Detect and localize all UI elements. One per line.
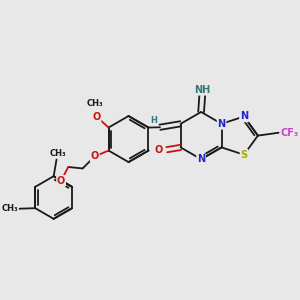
Text: NH: NH	[194, 85, 211, 95]
Text: S: S	[240, 150, 247, 160]
Text: N: N	[197, 154, 205, 164]
Text: CH₃: CH₃	[2, 204, 18, 213]
Text: O: O	[91, 151, 99, 161]
Text: O: O	[57, 176, 65, 186]
Text: CH₃: CH₃	[50, 149, 66, 158]
Text: CF₃: CF₃	[280, 128, 298, 138]
Text: CH₃: CH₃	[87, 99, 103, 108]
Text: N: N	[218, 119, 226, 129]
Text: N: N	[240, 112, 248, 122]
Text: O: O	[92, 112, 101, 122]
Text: O: O	[154, 145, 163, 155]
Text: H: H	[151, 116, 158, 125]
